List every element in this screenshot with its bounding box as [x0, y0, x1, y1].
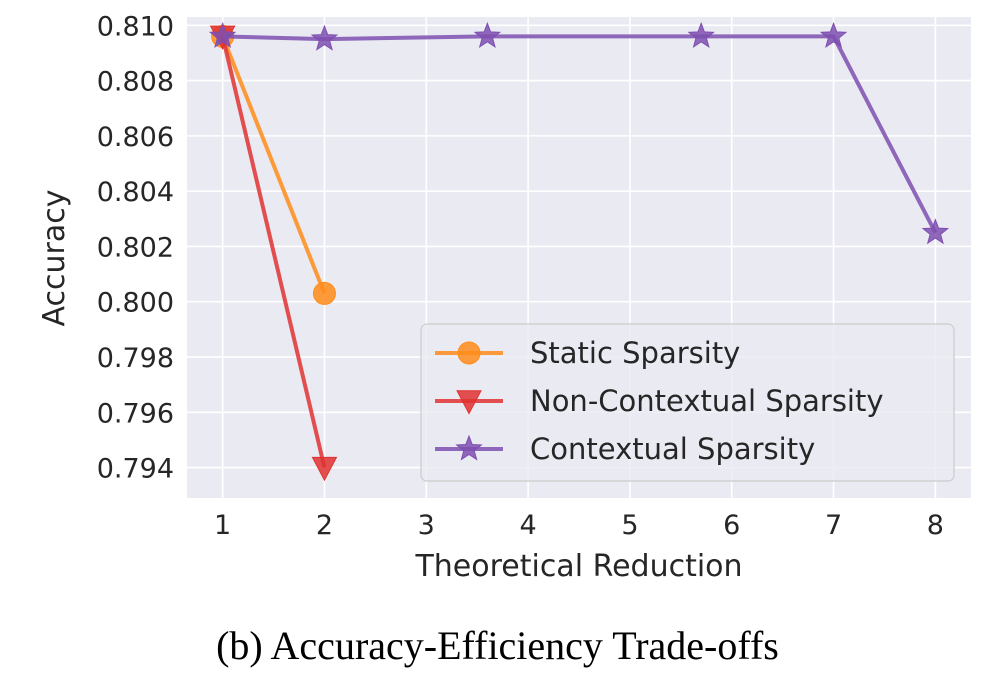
legend-label: Static Sparsity: [530, 336, 740, 370]
x-tick-label: 5: [621, 510, 638, 541]
series-line: [220, 35, 327, 295]
y-tick-label: 0.796: [97, 398, 174, 429]
x-tick-label: 2: [316, 510, 333, 541]
data-point: [921, 218, 950, 245]
x-axis-label: Theoretical Reduction: [414, 549, 742, 584]
series-line: [220, 35, 327, 469]
legend-box: [420, 323, 955, 482]
x-tick-label: 1: [214, 510, 231, 541]
legend-marker: [457, 341, 481, 365]
y-tick-label: 0.808: [97, 67, 174, 98]
legend-entry: Non-Contextual Sparsity: [435, 384, 884, 418]
x-tick-label: 7: [825, 510, 842, 541]
series-2: [208, 21, 950, 245]
data-point: [473, 21, 502, 49]
series-line: [222, 34, 938, 234]
data-series: [208, 21, 950, 482]
x-tick-labels: 1 2 3 4 5 6 7 8: [214, 510, 944, 541]
x-tick-label: 8: [927, 510, 944, 541]
x-tick-label: 4: [519, 510, 536, 541]
legend-label: Non-Contextual Sparsity: [530, 384, 884, 418]
data-point: [819, 21, 848, 49]
data-point: [687, 21, 715, 49]
figure-caption: (b) Accuracy-Efficiency Trade-offs: [216, 623, 779, 668]
y-tick-label: 0.810: [97, 11, 174, 42]
y-tick-label: 0.806: [97, 122, 174, 153]
y-tick-labels: 0.794 0.796 0.798 0.800 0.802 0.804 0.806 0.808…: [97, 11, 174, 484]
y-tick-label: 0.798: [97, 343, 174, 374]
data-point: [312, 281, 336, 305]
y-tick-label: 0.794: [97, 454, 174, 485]
legend-entry: Contextual Sparsity: [435, 432, 815, 466]
y-tick-label: 0.802: [97, 232, 174, 263]
data-point: [208, 21, 237, 49]
y-tick-label: 0.800: [97, 288, 174, 319]
accuracy-chart: 0.794 0.796 0.798 0.800 0.802 0.804 0.806 0.808…: [37, 11, 971, 584]
y-tick-label: 0.804: [97, 177, 174, 208]
legend-label: Contextual Sparsity: [530, 432, 815, 466]
data-point: [311, 456, 338, 482]
legend-marker: [456, 390, 482, 415]
legend-entry: Static Sparsity: [435, 336, 740, 370]
x-tick-label: 3: [418, 510, 435, 541]
legend-marker: [455, 434, 483, 461]
y-axis-label: Accuracy: [37, 190, 72, 327]
legend: Static Sparsity Non-Contextual Sparsity Co…: [420, 323, 955, 482]
data-point: [310, 24, 339, 51]
x-tick-label: 6: [723, 510, 740, 541]
